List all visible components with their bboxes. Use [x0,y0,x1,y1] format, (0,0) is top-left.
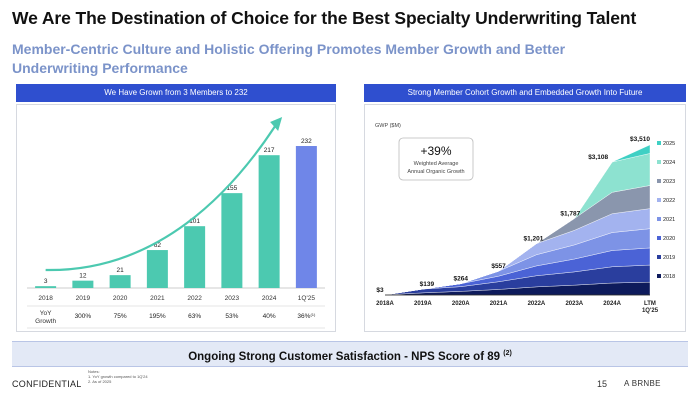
gwp-unit-label: GWP ($M) [375,123,401,129]
x-tick-label: 2018 [38,295,53,302]
legend-label-2021: 2021 [663,217,675,223]
page-number: 15 [597,379,608,389]
bar-2024 [258,155,280,288]
x-tick-label: 2024 [262,295,277,302]
callout-line1: Weighted Average [414,161,459,167]
legend-swatch-2022 [657,198,661,202]
legend-label-2025: 2025 [663,141,675,147]
bar-2019 [72,280,94,288]
bar-2023 [221,193,243,288]
bar-2018 [35,286,57,288]
yoy-growth-value: 40% [263,313,276,320]
bar-value-label: 155 [226,185,237,192]
yoy-growth-value: 63% [188,313,201,320]
note-2: 2. As of 2025 [88,379,112,384]
growth-callout: +39% Weighted Average Annual Organic Gro… [398,137,474,181]
bar-1Q'25 [295,146,317,288]
legend-swatch-2019 [657,255,661,259]
right-panel-header: Strong Member Cohort Growth and Embedded… [364,84,686,102]
yoy-growth-value: 300% [75,313,92,320]
left-panel-header: We Have Grown from 3 Members to 232 [16,84,336,102]
nps-banner: Ongoing Strong Customer Satisfaction - N… [12,341,688,367]
legend-swatch-2024 [657,160,661,164]
bar-value-label: 217 [264,147,275,154]
x-tick-label: 2019 [76,295,91,302]
x-tick-label: 2019A [414,301,432,307]
right-panel: GWP ($M) +39% Weighted Average Annual Or… [364,104,686,332]
callout-line2: Annual Organic Growth [407,169,464,175]
x-tick-label: 2021A [490,301,508,307]
legend-label-2024: 2024 [663,160,675,166]
total-value-label: $557 [491,263,506,270]
yoy-row-label-line1: YoY [40,310,52,317]
legend-label-2018: 2018 [663,274,675,280]
yoy-growth-value: 36%(1) [297,312,316,320]
x-tick-label: 2018A [376,301,394,307]
yoy-growth-value: 53% [225,313,238,320]
total-value-label: $1,787 [560,211,580,218]
bar-value-label: 101 [189,218,200,225]
note-1: 1. YoY growth compared to 1Q'24 [88,374,148,379]
yoy-row-label-line2: Growth [35,318,56,325]
legend-swatch-2025 [657,141,661,145]
yoy-growth-value: 75% [114,313,127,320]
legend-swatch-2023 [657,179,661,183]
x-tick-label: 2024A [603,301,621,307]
yoy-footnote: (1) [310,312,316,317]
page-title: We Are The Destination of Choice for the… [12,8,637,28]
bar-2022 [184,226,206,288]
bar-2020 [109,275,131,288]
x-tick-label: 2020A [452,301,470,307]
nps-banner-text: Ongoing Strong Customer Satisfaction - N… [188,350,501,363]
bar-2021 [146,250,168,288]
notes-title: Notes: [88,369,100,374]
confidential-label: CONFIDENTIAL [12,379,82,389]
nps-banner-footnote: (2) [503,350,512,357]
bar-value-label: 232 [301,138,312,145]
x-tick-label-line2: 1Q'25 [642,308,659,314]
total-value-label: $3,510 [630,136,650,143]
bar-value-label: 3 [44,278,48,285]
page-subtitle: Member-Centric Culture and Holistic Offe… [12,41,566,76]
total-value-label: $3 [376,287,384,294]
trend-arrow [45,122,279,272]
legend-swatch-2020 [657,236,661,240]
left-panel: 3 2018 12 2019 300% 21 2020 75% 62 2021 195% 101 202… [16,104,336,332]
footnotes: Notes: 1. YoY growth compared to 1Q'24 2… [88,369,148,384]
callout-value: +39% [420,144,451,158]
x-tick-label: 2022 [187,295,202,302]
legend-label-2023: 2023 [663,179,675,185]
total-value-label: $264 [453,276,468,283]
bar-value-label: 62 [154,242,162,249]
total-value-label: $1,201 [523,236,543,243]
trend-arrow-head [270,117,283,131]
x-tick-label-line1: LTM [644,301,656,307]
legend-label-2022: 2022 [663,198,675,204]
yoy-growth-value: 195% [149,313,166,320]
total-value-label: $139 [420,281,435,288]
legend-label-2019: 2019 [663,255,675,261]
legend-swatch-2018 [657,274,661,278]
x-tick-label: 2023A [565,301,583,307]
member-growth-bar-chart: 3 2018 12 2019 300% 21 2020 75% 62 2021 195% 101 202… [27,117,325,329]
bar-value-label: 12 [79,273,87,280]
legend-label-2020: 2020 [663,236,675,242]
legend-swatch-2021 [657,217,661,221]
total-value-label: $3,108 [588,154,608,161]
x-tick-label: 1Q'25 [298,295,316,302]
gwp-cohort-area-chart: GWP ($M) +39% Weighted Average Annual Or… [375,123,675,314]
bar-value-label: 21 [117,267,125,274]
x-tick-label: 2021 [150,295,165,302]
area-cohort-2025 [384,144,651,296]
x-tick-label: 2020 [113,295,128,302]
x-tick-label: 2022A [528,301,546,307]
brand-logo: A BRNBE [624,379,661,388]
x-tick-label: 2023 [225,295,240,302]
